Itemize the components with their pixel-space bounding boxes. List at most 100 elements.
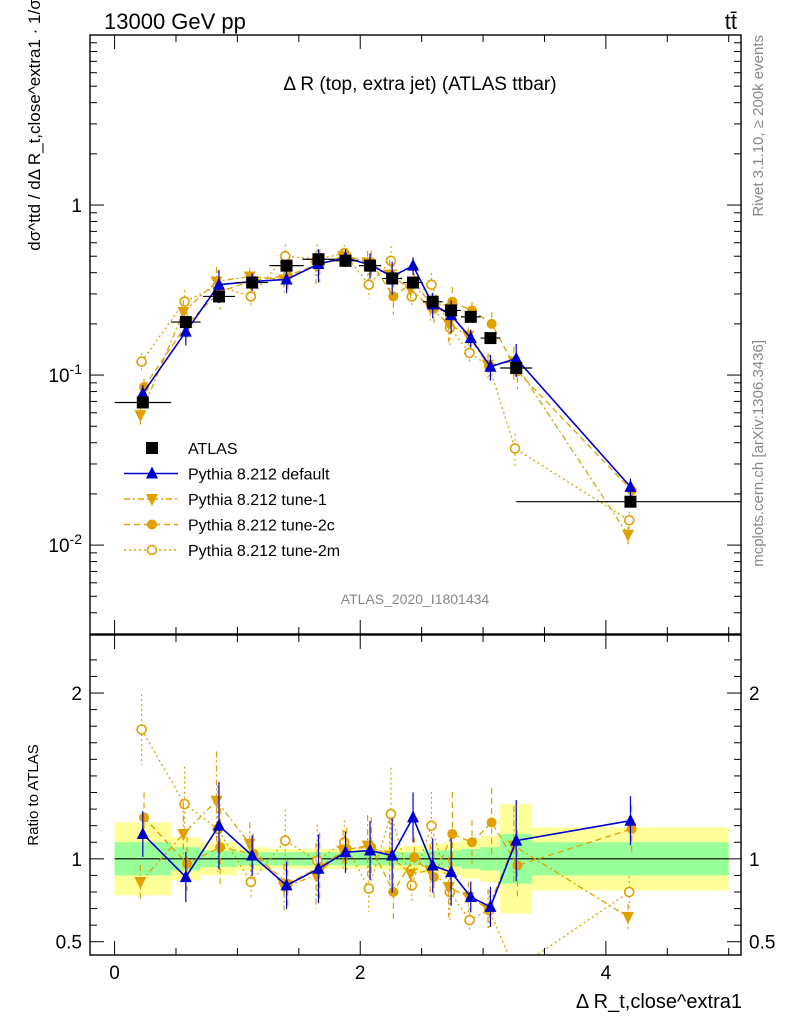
legend-data-marker bbox=[146, 442, 158, 454]
legend: ATLAS Pythia 8.212 default Pythia 8.212 tu… bbox=[124, 441, 340, 560]
default-point bbox=[464, 889, 477, 902]
tune2c-point bbox=[409, 852, 420, 863]
tune2m-point bbox=[363, 279, 375, 290]
legend-tune1-label: Pythia 8.212 tune-1 bbox=[188, 492, 327, 509]
tune2m-point bbox=[426, 279, 437, 290]
default-point bbox=[246, 848, 259, 861]
default-point bbox=[464, 331, 477, 344]
ratio-y-tick-label-right: 0.5 bbox=[749, 933, 775, 954]
main-plot-area bbox=[114, 244, 741, 545]
tune2m-point bbox=[510, 965, 519, 974]
tune2c-point bbox=[388, 291, 399, 302]
legend-tune1-marker bbox=[146, 494, 158, 506]
tune1-point bbox=[621, 529, 634, 542]
default-point bbox=[426, 858, 439, 871]
tune2m-point bbox=[385, 808, 397, 820]
rivet-label: Rivet 3.1.10, ≥ 200k events bbox=[750, 35, 767, 217]
default-point bbox=[510, 351, 523, 364]
data-point bbox=[624, 495, 637, 508]
legend-default-marker bbox=[146, 466, 158, 479]
data-point bbox=[484, 332, 497, 345]
tune2c-point bbox=[182, 858, 193, 869]
tune2c-line bbox=[143, 816, 632, 894]
default-point bbox=[624, 813, 637, 826]
x-axis-label: Δ R_t,close^extra1 bbox=[576, 991, 742, 1013]
default-point bbox=[280, 272, 293, 285]
default-line bbox=[142, 815, 631, 909]
ratio-y-tick-label: 0.5 bbox=[56, 933, 82, 954]
tune2c-point bbox=[626, 823, 637, 834]
default-point bbox=[212, 818, 225, 831]
legend-tune2c-marker bbox=[147, 519, 157, 530]
data-point bbox=[312, 253, 325, 266]
tune2m-point bbox=[136, 724, 147, 735]
data-point bbox=[407, 276, 420, 289]
mcplots-label: mcplots.cern.ch [arXiv:1306.3436] bbox=[750, 340, 767, 567]
process-label: tt̄ bbox=[725, 9, 737, 34]
tune2m-point bbox=[426, 820, 437, 831]
main-ylabel: dσ^ttd / dΔ R_t,close^extra1 · 1/σ bbox=[25, 0, 44, 251]
tune2m-point bbox=[136, 356, 147, 367]
tune2c-point bbox=[139, 812, 150, 823]
energy-label: 13000 GeV pp bbox=[104, 9, 246, 34]
default-point bbox=[179, 324, 192, 337]
tune2c-point bbox=[388, 886, 399, 897]
ratio-ylabel: Ratio to ATLAS bbox=[25, 744, 42, 845]
x-tick-label: 4 bbox=[601, 963, 612, 984]
legend-default-label: Pythia 8.212 default bbox=[188, 467, 330, 484]
tune2m-point bbox=[245, 876, 257, 888]
ratio-y-tick-label: 2 bbox=[71, 684, 82, 705]
default-point bbox=[407, 810, 420, 823]
default-point bbox=[484, 899, 497, 912]
data-point bbox=[364, 259, 377, 272]
tune2m-point bbox=[623, 514, 635, 526]
tune2c-point bbox=[447, 828, 458, 839]
ratio-y-tick-label: 1 bbox=[71, 850, 82, 871]
tune2m-line bbox=[141, 252, 630, 521]
default-line bbox=[142, 256, 632, 488]
tune2c-point bbox=[486, 817, 497, 828]
tune1-point bbox=[134, 877, 147, 890]
default-point bbox=[212, 277, 225, 290]
default-point bbox=[312, 861, 325, 874]
tune2m-point bbox=[623, 886, 635, 898]
default-point bbox=[484, 359, 497, 372]
tune2c-point bbox=[512, 860, 523, 871]
data-point bbox=[246, 276, 259, 289]
tune2m-point bbox=[279, 250, 291, 262]
tune1-point bbox=[177, 306, 190, 319]
tune2c-point bbox=[447, 296, 458, 307]
tune2m-point bbox=[509, 443, 521, 454]
data-point bbox=[179, 316, 192, 329]
tune1-point bbox=[404, 868, 417, 881]
x-tick-label: 0 bbox=[109, 963, 120, 984]
tune2m-point bbox=[385, 255, 397, 267]
default-point bbox=[386, 848, 399, 861]
legend-data-label: ATLAS bbox=[188, 441, 238, 458]
y-tick-label: 10-2 bbox=[48, 531, 82, 557]
default-point bbox=[624, 479, 637, 492]
tune2m-point bbox=[464, 347, 475, 359]
ratio-y-tick-label-right: 1 bbox=[749, 850, 760, 871]
y-tick-label: 1 bbox=[71, 196, 82, 217]
tune2m-line bbox=[141, 729, 630, 955]
default-point bbox=[136, 386, 149, 399]
legend-tune2m-marker bbox=[146, 544, 158, 556]
default-point bbox=[445, 865, 458, 878]
y-tick-label: 10-1 bbox=[48, 361, 82, 387]
tune1-point bbox=[134, 410, 147, 423]
data-point bbox=[464, 310, 477, 323]
analysis-id: ATLAS_2020_I1801434 bbox=[341, 591, 490, 607]
tune2m-point bbox=[363, 883, 375, 894]
tune2m-point bbox=[279, 835, 291, 846]
data-point bbox=[445, 304, 458, 317]
legend-tune2c-label: Pythia 8.212 tune-2c bbox=[188, 518, 335, 535]
tune2c-point bbox=[467, 837, 478, 848]
tune2m-point bbox=[179, 798, 190, 810]
tune2m-point bbox=[245, 291, 257, 302]
tune2m-point bbox=[406, 880, 418, 891]
x-tick-label: 2 bbox=[355, 963, 366, 984]
legend-tune2m-label: Pythia 8.212 tune-2m bbox=[188, 543, 340, 560]
data-point bbox=[386, 272, 399, 285]
tune2m-point bbox=[179, 296, 190, 308]
